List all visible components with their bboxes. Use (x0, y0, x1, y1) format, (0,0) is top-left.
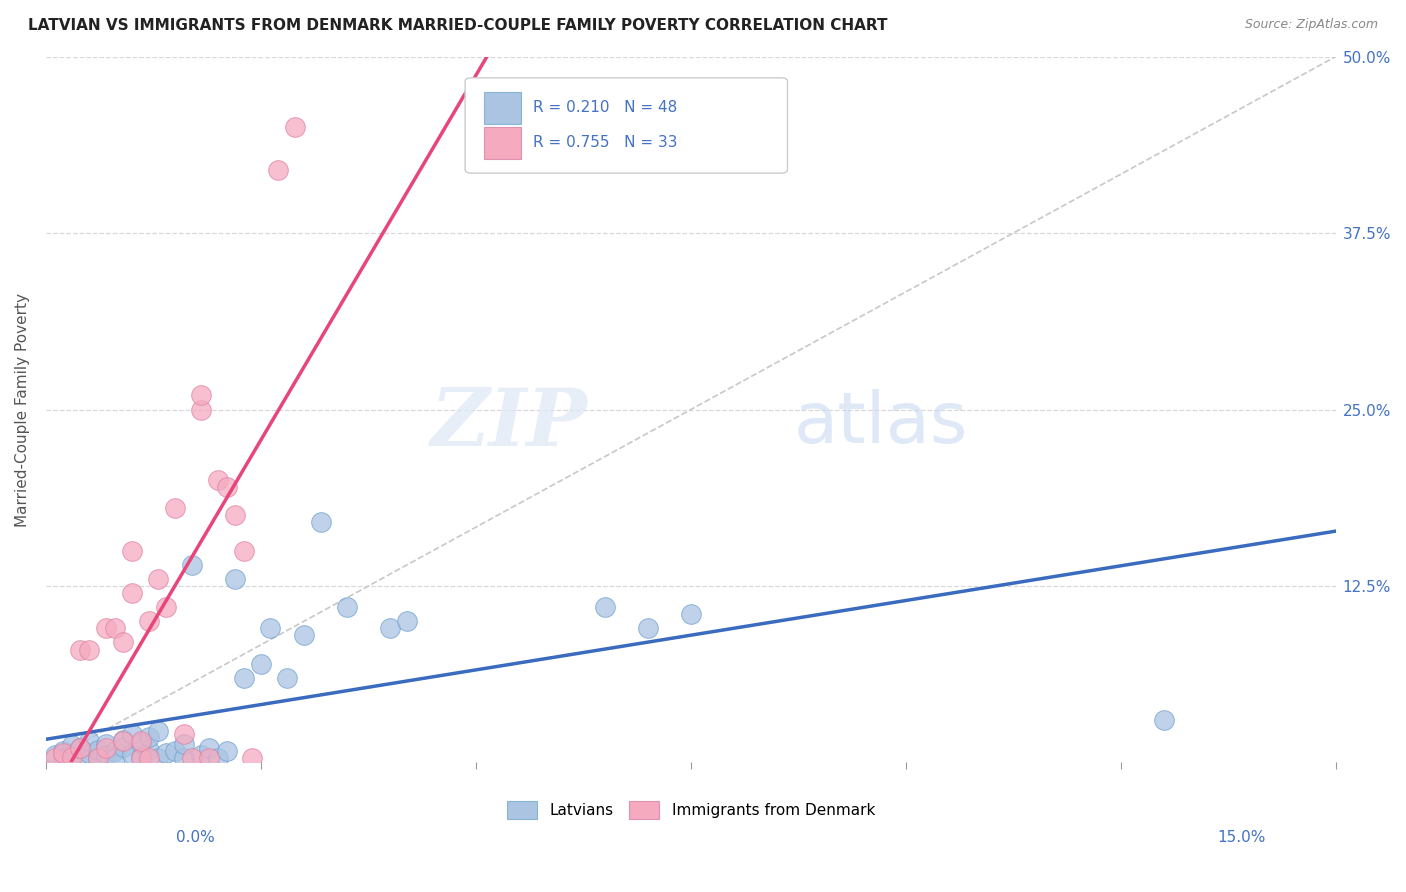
Point (146, 724, 169, 739)
Point (121, 727, 143, 741)
Point (250, 657, 273, 671)
Point (173, 751, 195, 765)
Point (69, 741, 91, 756)
Point (104, 744, 127, 758)
Point (104, 751, 127, 765)
Point (207, 473, 229, 487)
Point (336, 600, 359, 615)
Point (52, 744, 75, 758)
Point (44, 751, 66, 765)
Point (155, 746, 177, 760)
Point (44, 748, 66, 763)
Point (215, 744, 238, 758)
Point (52, 746, 75, 760)
Point (637, 621, 659, 635)
Text: LATVIAN VS IMMIGRANTS FROM DENMARK MARRIED-COUPLE FAMILY POVERTY CORRELATION CHA: LATVIAN VS IMMIGRANTS FROM DENMARK MARRI… (28, 18, 887, 33)
Point (593, 600, 616, 615)
Point (232, 543, 254, 558)
Text: 0.0%: 0.0% (176, 830, 215, 845)
Point (146, 572, 169, 586)
Point (129, 736, 152, 750)
Point (121, 543, 143, 558)
Point (129, 749, 152, 764)
Point (292, 628, 315, 642)
Point (190, 388, 212, 402)
Point (146, 751, 169, 765)
Y-axis label: Married-Couple Family Poverty: Married-Couple Family Poverty (15, 293, 30, 526)
FancyBboxPatch shape (465, 78, 787, 173)
Point (396, 615, 419, 629)
Point (181, 751, 204, 765)
Point (232, 671, 254, 685)
FancyBboxPatch shape (485, 128, 520, 159)
Point (94, 741, 117, 756)
Point (284, 120, 307, 135)
Point (309, 516, 332, 530)
Point (198, 751, 221, 765)
Point (224, 508, 246, 523)
Point (121, 747, 143, 761)
Text: R = 0.210   N = 48: R = 0.210 N = 48 (533, 100, 678, 115)
Point (173, 737, 195, 751)
Point (163, 501, 186, 516)
Text: R = 0.755   N = 33: R = 0.755 N = 33 (533, 136, 678, 150)
Point (155, 600, 177, 615)
Point (190, 402, 212, 417)
Point (198, 741, 221, 756)
Point (138, 615, 160, 629)
Point (276, 671, 298, 685)
Point (77, 746, 100, 760)
Point (129, 734, 152, 748)
Point (86, 751, 108, 765)
Point (378, 621, 401, 635)
Point (207, 751, 229, 765)
Point (86, 751, 108, 765)
Point (94, 748, 117, 763)
Point (77, 734, 100, 748)
Point (112, 635, 135, 649)
Point (86, 743, 108, 757)
Point (129, 751, 152, 765)
Text: 15.0%: 15.0% (1218, 830, 1265, 845)
Point (121, 586, 143, 600)
Point (259, 621, 281, 635)
Point (190, 748, 212, 763)
Point (112, 732, 135, 747)
Point (138, 730, 160, 744)
Point (60, 739, 83, 753)
Point (69, 741, 91, 756)
Point (163, 744, 186, 758)
Point (104, 621, 127, 635)
Point (181, 558, 204, 572)
Point (1153, 713, 1175, 727)
Point (69, 749, 91, 764)
Point (267, 162, 290, 177)
Point (112, 734, 135, 748)
Point (224, 572, 246, 586)
Point (69, 642, 91, 657)
Text: Source: ZipAtlas.com: Source: ZipAtlas.com (1244, 18, 1378, 31)
Point (138, 751, 160, 765)
Point (94, 737, 117, 751)
Point (215, 480, 238, 494)
Text: atlas: atlas (794, 389, 969, 458)
Point (60, 747, 83, 761)
Legend: Latvians, Immigrants from Denmark: Latvians, Immigrants from Denmark (501, 795, 882, 825)
Point (173, 727, 195, 741)
FancyBboxPatch shape (485, 92, 520, 124)
Point (240, 751, 263, 765)
Point (60, 749, 83, 764)
Point (112, 739, 135, 754)
Point (77, 642, 100, 657)
Point (94, 621, 117, 635)
Point (679, 607, 702, 622)
Point (52, 751, 75, 765)
Text: ZIP: ZIP (430, 385, 588, 462)
Point (138, 743, 160, 757)
